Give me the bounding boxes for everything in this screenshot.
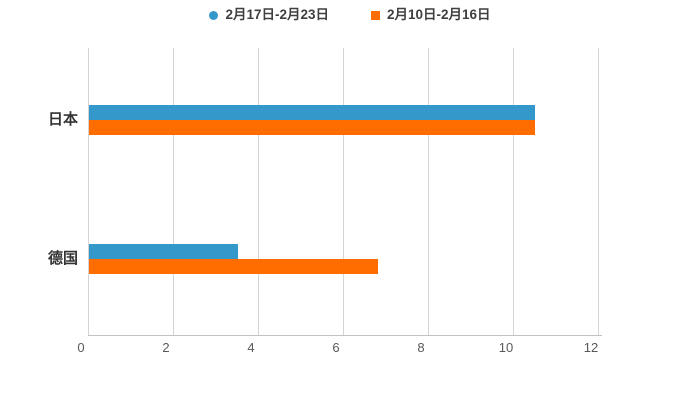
legend-label: 2月17日-2月23日 bbox=[225, 7, 329, 22]
x-tick-label-6: 6 bbox=[332, 340, 340, 355]
legend-label: 2月10日-2月16日 bbox=[387, 7, 491, 22]
legend-item-1[interactable]: 2月10日-2月16日 bbox=[371, 5, 491, 25]
gridline-x-6 bbox=[343, 48, 344, 335]
legend-circle-marker-icon bbox=[209, 10, 219, 20]
bar-series0-cat1[interactable] bbox=[89, 244, 238, 259]
x-tick-label-12: 12 bbox=[583, 340, 599, 355]
x-axis-line bbox=[88, 335, 602, 336]
x-tick-label-8: 8 bbox=[417, 340, 425, 355]
legend: 2月17日-2月23日 2月10日-2月16日 bbox=[0, 4, 700, 26]
x-tick-label-0: 0 bbox=[77, 340, 85, 355]
bar-series1-cat1[interactable] bbox=[89, 259, 378, 274]
y-category-label-1: 德国 bbox=[47, 250, 78, 267]
gridline-x-12 bbox=[598, 48, 599, 335]
gridline-x-10 bbox=[513, 48, 514, 335]
bar-series0-cat0[interactable] bbox=[89, 105, 535, 120]
x-tick-label-2: 2 bbox=[162, 340, 170, 355]
legend-item-0[interactable]: 2月17日-2月23日 bbox=[209, 5, 329, 25]
bar-series1-cat0[interactable] bbox=[89, 120, 535, 135]
y-category-label-0: 日本 bbox=[47, 111, 78, 128]
x-tick-label-4: 4 bbox=[247, 340, 255, 355]
gridline-x-0 bbox=[88, 48, 89, 335]
gridline-x-2 bbox=[173, 48, 174, 335]
x-tick-label-10: 10 bbox=[498, 340, 514, 355]
gridline-x-4 bbox=[258, 48, 259, 335]
gridline-x-8 bbox=[428, 48, 429, 335]
legend-square-marker-icon bbox=[371, 10, 380, 20]
